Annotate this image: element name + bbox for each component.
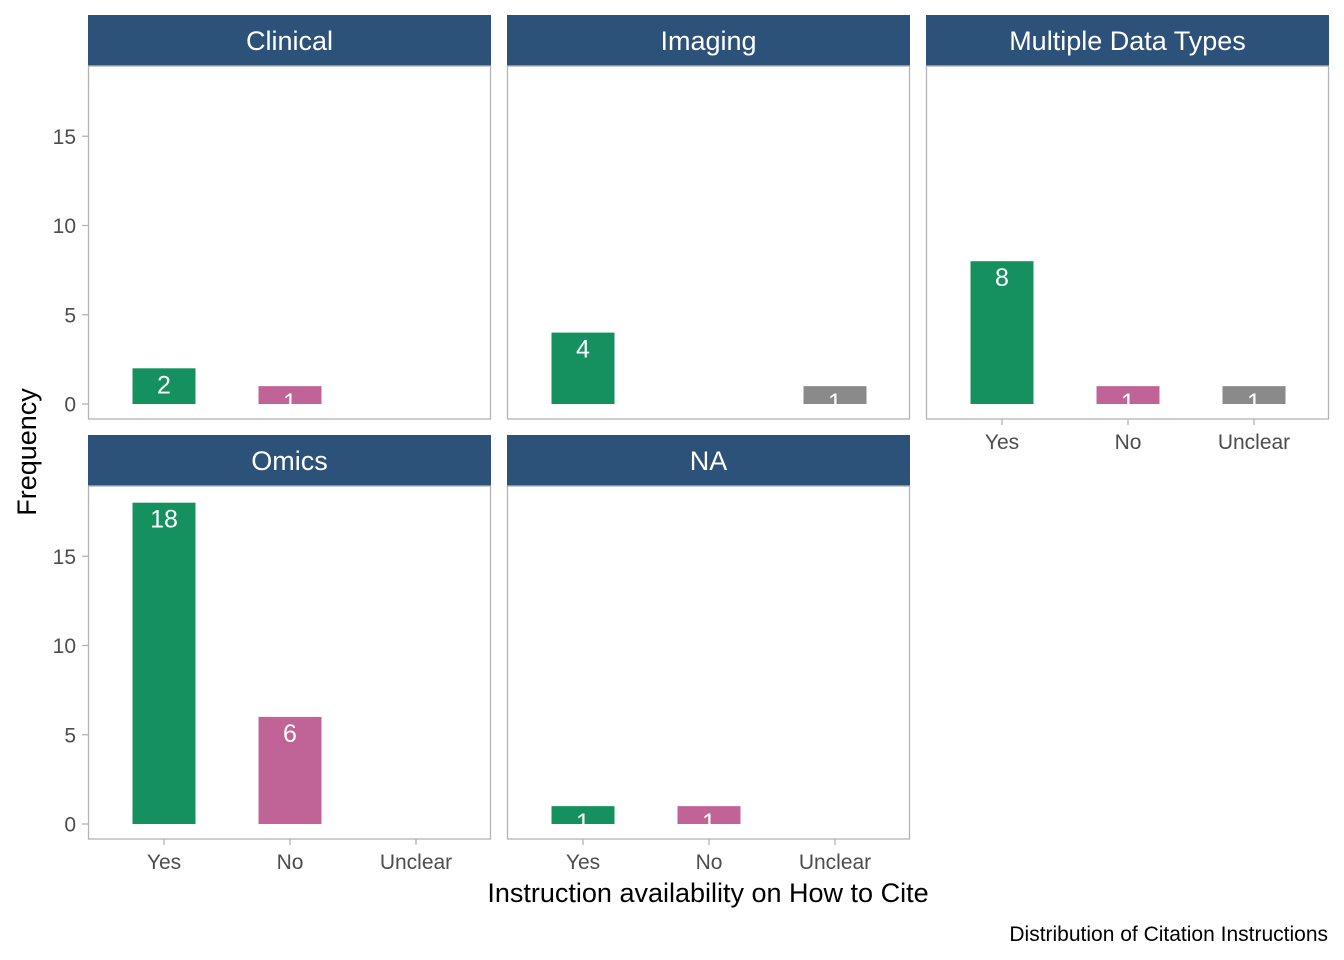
facet-title-multiple-data-types: Multiple Data Types	[1009, 26, 1246, 56]
facet-na: NA 1 1 Yes No Unclear	[506, 435, 911, 874]
bar-imaging-unclear	[803, 386, 867, 404]
facet-panel-na	[506, 485, 911, 840]
x-tick-label-na-no: No	[696, 851, 723, 874]
bar-label-na-yes: 1	[576, 809, 590, 837]
bar-omics-no	[258, 716, 322, 824]
y-tick-label-15: 15	[53, 126, 76, 149]
bar-na-no	[677, 806, 741, 824]
facet-clinical: Clinical 0 5 10 15 2 1	[53, 15, 492, 420]
facet-strip-imaging	[507, 15, 910, 66]
facet-title-na: NA	[690, 446, 728, 476]
facet-title-omics: Omics	[251, 446, 328, 476]
bar-multiple-data-types-yes	[970, 261, 1034, 404]
y-axis-title: Frequency	[12, 388, 42, 516]
bar-label-clinical-no: 1	[283, 389, 297, 417]
bar-clinical-no	[258, 386, 322, 404]
bar-label-omics-no: 6	[283, 720, 297, 748]
facet-title-clinical: Clinical	[246, 26, 333, 56]
x-tick-label-omics-no: No	[277, 851, 304, 874]
bar-label-omics-yes: 18	[150, 506, 178, 534]
bar-imaging-yes	[551, 332, 615, 404]
facet-multiple-data-types: Multiple Data Types 8 1 1 Yes No Unclear	[925, 15, 1330, 454]
y-tick-label-5: 5	[64, 724, 76, 747]
bar-multiple-data-types-no	[1096, 386, 1160, 404]
y-tick-label-0: 0	[64, 814, 76, 837]
bar-clinical-yes	[132, 368, 196, 404]
facet-strip-multiple-data-types	[926, 15, 1329, 66]
bar-label-imaging-unclear: 1	[828, 389, 842, 417]
x-tick-label-multiple-data-types-no: No	[1115, 431, 1142, 454]
facet-omics: Omics 0 5 10 15 18 6 Yes No Unclear	[53, 435, 492, 874]
x-tick-label-omics-yes: Yes	[147, 851, 181, 874]
x-tick-label-multiple-data-types-unclear: Unclear	[1218, 431, 1290, 454]
facet-title-imaging: Imaging	[660, 26, 756, 56]
facet-imaging: Imaging 4 1	[506, 15, 911, 420]
bar-label-multiple-data-types-yes: 8	[995, 264, 1009, 292]
facet-panel-clinical	[87, 65, 492, 420]
y-tick-label-5: 5	[64, 304, 76, 327]
bar-label-multiple-data-types-unclear: 1	[1247, 389, 1261, 417]
bar-label-multiple-data-types-no: 1	[1121, 389, 1135, 417]
y-tick-label-10: 10	[53, 215, 76, 238]
bar-label-na-no: 1	[702, 809, 716, 837]
bar-multiple-data-types-unclear	[1222, 386, 1286, 404]
facet-strip-na	[507, 435, 910, 486]
facet-strip-clinical	[88, 15, 491, 66]
x-tick-label-na-yes: Yes	[566, 851, 600, 874]
bar-label-imaging-yes: 4	[576, 336, 590, 364]
facet-strip-omics	[88, 435, 491, 486]
chart-caption: Distribution of Citation Instructions	[1009, 923, 1328, 946]
bar-na-yes	[551, 806, 615, 824]
x-tick-label-omics-unclear: Unclear	[380, 851, 452, 874]
y-tick-label-0: 0	[64, 394, 76, 417]
x-axis-title: Instruction availability on How to Cite	[487, 878, 928, 908]
facet-panel-imaging	[506, 65, 911, 420]
x-tick-label-na-unclear: Unclear	[799, 851, 871, 874]
bar-omics-yes	[132, 502, 196, 824]
y-tick-label-10: 10	[53, 635, 76, 658]
y-tick-label-15: 15	[53, 546, 76, 569]
x-tick-label-multiple-data-types-yes: Yes	[985, 431, 1019, 454]
bar-label-clinical-yes: 2	[157, 371, 171, 399]
